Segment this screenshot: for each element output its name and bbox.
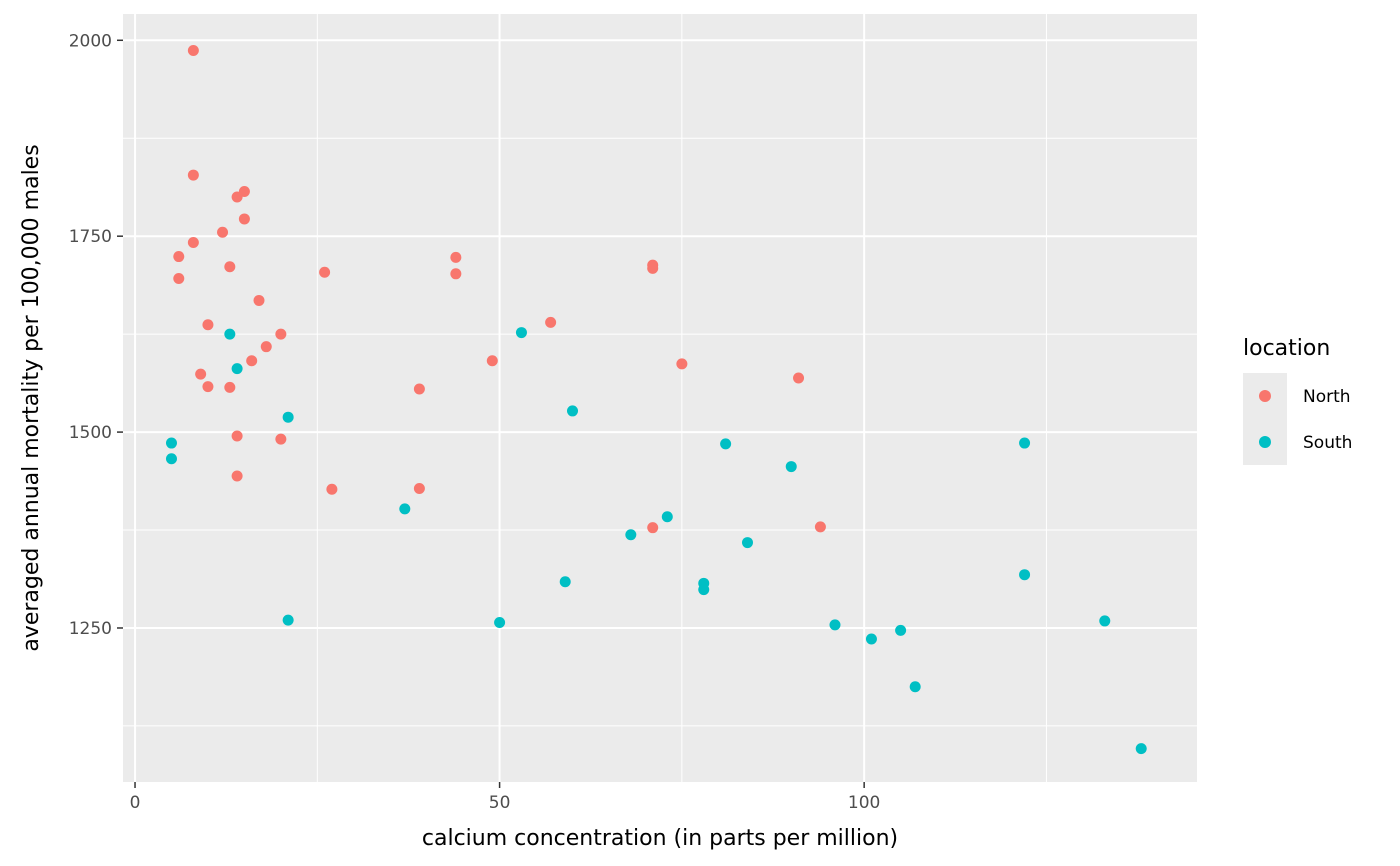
- data-point-south: [224, 328, 236, 340]
- data-point-north: [253, 294, 265, 306]
- data-point-north: [224, 381, 236, 393]
- data-point-south: [559, 576, 571, 588]
- x-axis-title: calcium concentration (in parts per mill…: [422, 826, 898, 851]
- legend-key-north: [1259, 390, 1271, 402]
- data-point-south: [741, 537, 753, 549]
- data-point-south: [785, 461, 797, 473]
- x-axis-ticks: 0 50 100: [130, 782, 880, 813]
- data-point-north: [450, 251, 462, 263]
- data-point-south: [720, 438, 732, 450]
- data-point-south: [165, 437, 177, 449]
- data-point-south: [625, 529, 637, 541]
- data-point-south: [1019, 569, 1031, 581]
- grid-minor-lines: [123, 14, 1197, 782]
- data-point-north: [231, 191, 243, 203]
- legend: location North South: [1243, 336, 1352, 465]
- data-point-south: [399, 503, 411, 515]
- y-tick-label: 2000: [69, 31, 112, 51]
- x-tick-label: 0: [130, 793, 141, 813]
- plot-panel: [123, 14, 1197, 782]
- data-point-north: [545, 316, 557, 328]
- data-point-south: [1135, 743, 1147, 755]
- data-point-north: [187, 169, 199, 181]
- y-axis-ticks: 1250 1500 1750 2000: [69, 31, 123, 639]
- legend-label-south: South: [1303, 433, 1352, 453]
- y-tick-label: 1250: [69, 619, 112, 639]
- data-point-north: [319, 266, 331, 278]
- data-point-south: [494, 616, 506, 628]
- data-point-north: [231, 430, 243, 442]
- data-point-north: [187, 44, 199, 56]
- data-point-north: [275, 433, 287, 445]
- data-point-south: [865, 633, 877, 645]
- data-point-north: [231, 470, 243, 482]
- x-tick-label: 50: [489, 793, 511, 813]
- data-point-north: [793, 372, 805, 384]
- data-point-south: [698, 584, 710, 596]
- data-point-south: [282, 411, 294, 423]
- y-axis-title: averaged annual mortality per 100,000 ma…: [19, 144, 44, 651]
- legend-key-south: [1259, 436, 1271, 448]
- data-point-north: [187, 236, 199, 248]
- data-point-north: [246, 355, 258, 367]
- x-tick-label: 100: [848, 793, 880, 813]
- data-point-north: [202, 319, 214, 331]
- data-point-south: [829, 619, 841, 631]
- data-point-north: [195, 368, 207, 380]
- legend-label-north: North: [1303, 387, 1351, 407]
- data-point-north: [647, 262, 659, 274]
- data-point-north: [676, 358, 688, 370]
- data-point-north: [173, 251, 185, 263]
- data-point-south: [909, 681, 921, 693]
- data-point-north: [647, 522, 659, 534]
- data-point-south: [1099, 615, 1111, 627]
- data-point-north: [413, 483, 425, 495]
- legend-items: North South: [1259, 387, 1352, 453]
- legend-key-background: [1243, 373, 1287, 465]
- data-point-north: [814, 521, 826, 533]
- legend-title: location: [1243, 336, 1330, 361]
- data-point-south: [661, 511, 673, 523]
- data-point-north: [275, 328, 287, 340]
- data-point-north: [238, 213, 250, 225]
- data-point-south: [231, 363, 243, 375]
- data-point-south: [895, 624, 907, 636]
- data-point-south: [567, 405, 579, 417]
- data-points: [165, 44, 1147, 755]
- data-point-south: [282, 614, 294, 626]
- y-tick-label: 1500: [69, 423, 112, 443]
- data-point-south: [165, 453, 177, 465]
- data-point-north: [260, 341, 272, 353]
- data-point-north: [326, 483, 338, 495]
- data-point-north: [486, 355, 498, 367]
- y-tick-label: 1750: [69, 227, 112, 247]
- data-point-north: [217, 226, 229, 238]
- data-point-north: [202, 381, 214, 393]
- data-point-north: [450, 268, 462, 280]
- data-point-north: [224, 261, 236, 273]
- grid-major-lines: [123, 14, 1197, 782]
- data-point-north: [413, 383, 425, 395]
- data-point-south: [515, 327, 527, 339]
- data-point-north: [173, 273, 185, 285]
- data-point-south: [1019, 437, 1031, 449]
